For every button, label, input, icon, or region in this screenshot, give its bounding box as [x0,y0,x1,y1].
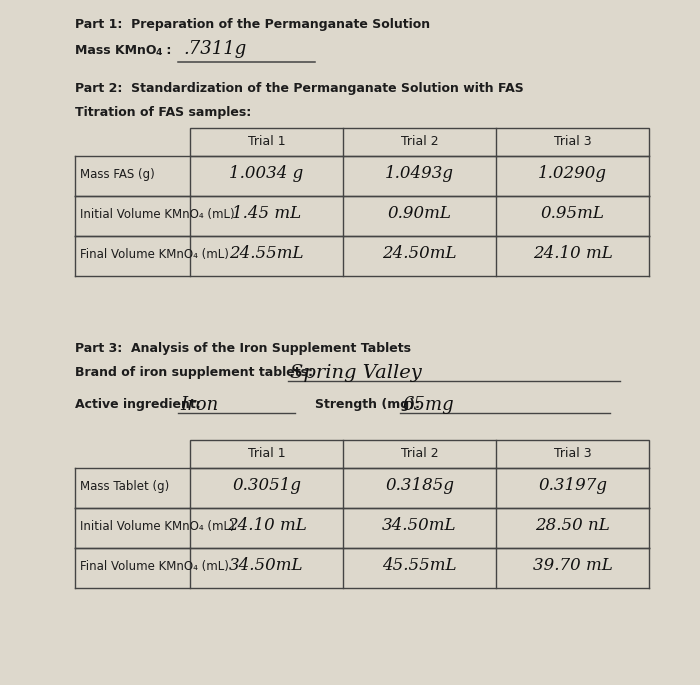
Text: Part 3:  Analysis of the Iron Supplement Tablets: Part 3: Analysis of the Iron Supplement … [75,342,411,355]
Text: 28.50 nL: 28.50 nL [535,517,610,534]
Text: Titration of FAS samples:: Titration of FAS samples: [75,106,251,119]
Text: 1.0290g: 1.0290g [538,165,607,182]
Text: Final Volume KMnO₄ (mL): Final Volume KMnO₄ (mL) [80,560,229,573]
Text: Active ingredient:: Active ingredient: [75,398,201,411]
Text: Trial 2: Trial 2 [400,447,438,460]
Text: Iron: Iron [180,396,218,414]
Text: 1.0493g: 1.0493g [385,165,454,182]
Text: Mass KMnO: Mass KMnO [75,44,157,57]
Text: 65mg: 65mg [402,396,454,414]
Bar [190,128,649,156]
Text: Trial 2: Trial 2 [400,135,438,148]
Text: Trial 3: Trial 3 [554,447,592,460]
Text: 1.0034 g: 1.0034 g [230,165,304,182]
Bar [190,440,649,468]
Text: Trial 1: Trial 1 [248,135,286,148]
Text: Mass Tablet (g): Mass Tablet (g) [80,480,169,493]
Text: Final Volume KMnO₄ (mL): Final Volume KMnO₄ (mL) [80,248,229,261]
Text: 0.95mL: 0.95mL [540,205,604,222]
Text: Part 1:  Preparation of the Permanganate Solution: Part 1: Preparation of the Permanganate … [75,18,430,31]
Text: Brand of iron supplement tablets:: Brand of iron supplement tablets: [75,366,313,379]
Text: 24.10 mL: 24.10 mL [533,245,612,262]
Text: Initial Volume KMnO₄ (mL): Initial Volume KMnO₄ (mL) [80,520,234,533]
Text: 0.3185g: 0.3185g [385,477,454,494]
Text: 45.55mL: 45.55mL [382,557,456,574]
Text: 34.50mL: 34.50mL [382,517,456,534]
Text: Initial Volume KMnO₄ (mL): Initial Volume KMnO₄ (mL) [80,208,234,221]
Text: 24.50mL: 24.50mL [382,245,456,262]
Text: 0.3197g: 0.3197g [538,477,607,494]
Text: Mass FAS (g): Mass FAS (g) [80,168,155,181]
Text: 0.3051g: 0.3051g [232,477,301,494]
Text: .7311g: .7311g [183,40,246,58]
Text: Trial 3: Trial 3 [554,135,592,148]
Text: 39.70 mL: 39.70 mL [533,557,612,574]
Text: Part 2:  Standardization of the Permanganate Solution with FAS: Part 2: Standardization of the Permangan… [75,82,524,95]
Text: 24.10 mL: 24.10 mL [227,517,307,534]
Text: Trial 1: Trial 1 [248,447,286,460]
Text: :: : [162,44,172,57]
Text: 34.50mL: 34.50mL [230,557,304,574]
Text: Spring Valley: Spring Valley [290,364,421,382]
Text: 1.45 mL: 1.45 mL [232,205,301,222]
Text: 24.55mL: 24.55mL [230,245,304,262]
Text: 4: 4 [156,48,162,57]
Text: 0.90mL: 0.90mL [388,205,452,222]
Text: Strength (mg):: Strength (mg): [315,398,420,411]
